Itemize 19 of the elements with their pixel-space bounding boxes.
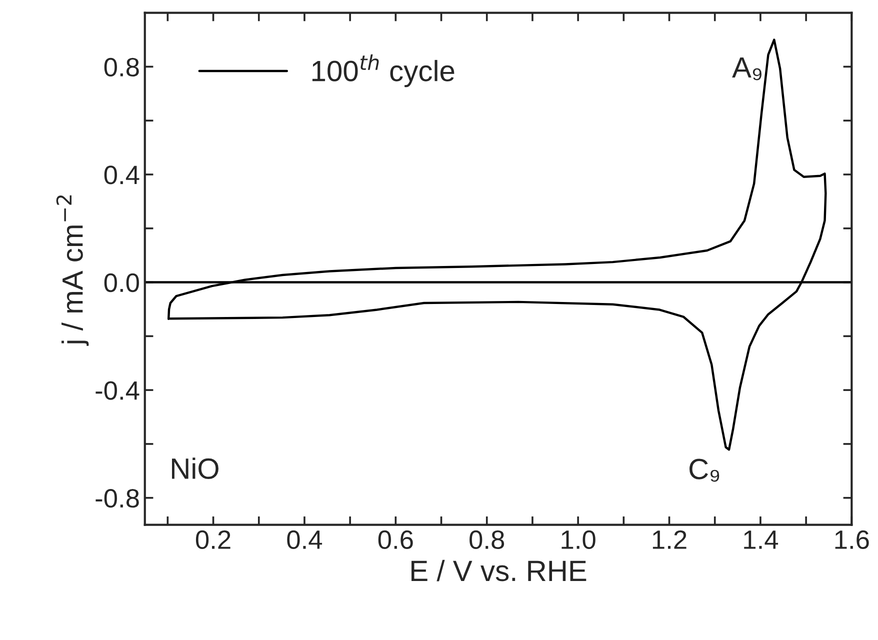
legend-label: 100$^{th}$ cycle — [312, 54, 454, 88]
annotation: C₉ — [690, 458, 720, 482]
x-tick-label: 1.6 — [835, 530, 869, 550]
x-tick-label: 0.2 — [196, 530, 230, 550]
y-tick-label: 0.0 — [104, 273, 139, 292]
text: 1.0 — [562, 530, 596, 550]
x-tick-label: 0.8 — [470, 530, 504, 550]
annotation: A₉ — [732, 57, 762, 80]
y-tick-label: 0.4 — [104, 166, 140, 184]
x-tick-label: 0.6 — [378, 530, 413, 550]
annotation: NiO — [172, 458, 218, 480]
x-tick-label: 1.4 — [744, 530, 778, 549]
x-tick-label: 0.4 — [287, 530, 322, 550]
x-tick-label: 1.2 — [652, 530, 686, 549]
y-tick-label: 0.8 — [104, 58, 139, 77]
y-tick-label: -0.8 — [96, 488, 139, 508]
y-axis-title: j / mA cm$^{−2}$ — [56, 195, 89, 346]
y-tick-label: -0.4 — [96, 381, 140, 400]
x-axis-title: E / V vs. RHE — [412, 560, 586, 582]
